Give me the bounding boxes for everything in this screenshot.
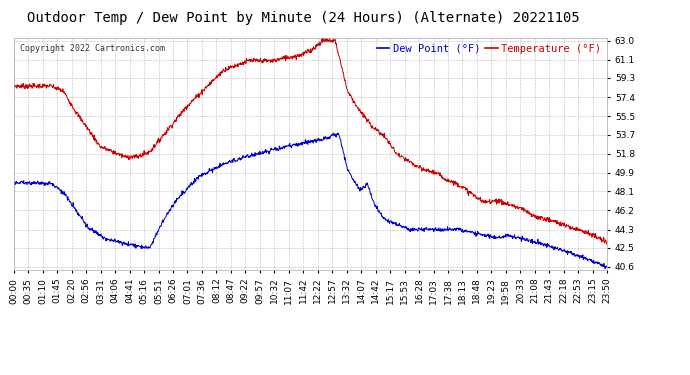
Text: Outdoor Temp / Dew Point by Minute (24 Hours) (Alternate) 20221105: Outdoor Temp / Dew Point by Minute (24 H… [27,11,580,25]
Text: Copyright 2022 Cartronics.com: Copyright 2022 Cartronics.com [20,45,165,54]
Legend: Dew Point (°F), Temperature (°F): Dew Point (°F), Temperature (°F) [376,43,602,55]
